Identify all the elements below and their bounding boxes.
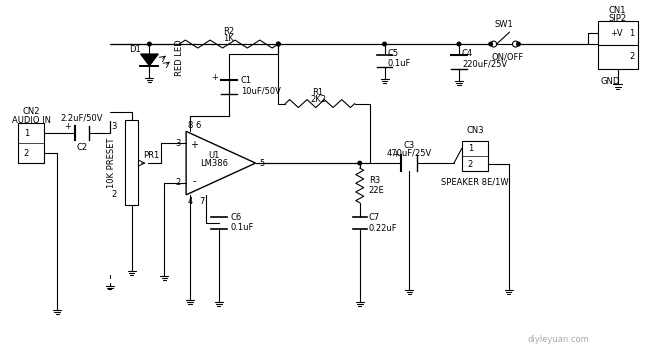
Polygon shape bbox=[140, 54, 158, 66]
Text: 0.1uF: 0.1uF bbox=[387, 59, 411, 68]
Text: D1: D1 bbox=[128, 45, 140, 53]
Circle shape bbox=[516, 42, 520, 46]
Text: 2: 2 bbox=[175, 178, 181, 187]
Bar bbox=[598, 21, 638, 69]
Text: PR1: PR1 bbox=[143, 151, 160, 160]
Text: C6: C6 bbox=[231, 213, 242, 222]
Polygon shape bbox=[186, 131, 256, 195]
Text: 8: 8 bbox=[187, 121, 193, 130]
Text: 1: 1 bbox=[468, 144, 473, 153]
Bar bbox=[125, 120, 138, 205]
Text: SPEAKER 8E/1W: SPEAKER 8E/1W bbox=[441, 178, 509, 186]
Text: 5: 5 bbox=[259, 159, 264, 167]
Circle shape bbox=[512, 41, 518, 47]
Text: 2: 2 bbox=[23, 149, 29, 158]
Text: +: + bbox=[211, 73, 218, 82]
Text: 0.22uF: 0.22uF bbox=[368, 224, 397, 233]
Circle shape bbox=[489, 42, 492, 46]
Text: CN1: CN1 bbox=[609, 6, 627, 15]
Text: R2: R2 bbox=[223, 27, 234, 36]
Text: C5: C5 bbox=[387, 49, 398, 59]
Text: 1: 1 bbox=[23, 129, 29, 138]
Text: GND: GND bbox=[600, 77, 619, 86]
Text: SW1: SW1 bbox=[494, 20, 513, 29]
Text: 2K2: 2K2 bbox=[310, 95, 326, 104]
Text: C3: C3 bbox=[404, 141, 415, 150]
Circle shape bbox=[276, 42, 280, 46]
Text: 2.2uF/50V: 2.2uF/50V bbox=[61, 114, 103, 123]
Text: +: + bbox=[65, 122, 72, 131]
Circle shape bbox=[457, 42, 461, 46]
Circle shape bbox=[276, 42, 280, 46]
Bar bbox=[462, 141, 488, 171]
Text: ON/OFF: ON/OFF bbox=[492, 52, 524, 61]
Text: -: - bbox=[192, 176, 196, 186]
Text: 3: 3 bbox=[175, 139, 181, 148]
Text: 4: 4 bbox=[188, 197, 193, 206]
Text: C7: C7 bbox=[368, 213, 380, 222]
Circle shape bbox=[383, 42, 387, 46]
Text: C4: C4 bbox=[462, 49, 473, 59]
Text: R3: R3 bbox=[368, 177, 380, 185]
Text: 10uF/50V: 10uF/50V bbox=[241, 86, 280, 95]
Text: +: + bbox=[392, 150, 399, 159]
Text: +: + bbox=[190, 140, 198, 150]
Bar bbox=[18, 124, 44, 163]
Text: 470uF/25V: 470uF/25V bbox=[387, 149, 432, 158]
Text: 2: 2 bbox=[629, 52, 634, 61]
Text: C2: C2 bbox=[76, 143, 87, 152]
Text: CN3: CN3 bbox=[466, 126, 484, 135]
Text: diyleyuan.com: diyleyuan.com bbox=[527, 335, 589, 344]
Text: 220uF/25V: 220uF/25V bbox=[462, 59, 507, 68]
Circle shape bbox=[147, 42, 151, 46]
Text: 3: 3 bbox=[111, 122, 116, 131]
Text: 2: 2 bbox=[111, 190, 116, 199]
Text: 1: 1 bbox=[629, 29, 634, 38]
Text: 10K PRESET: 10K PRESET bbox=[107, 138, 116, 188]
Circle shape bbox=[358, 161, 361, 165]
Text: AUDIO IN: AUDIO IN bbox=[12, 116, 51, 125]
Text: R1: R1 bbox=[312, 88, 323, 97]
Text: RED LED: RED LED bbox=[175, 40, 184, 76]
Text: 6: 6 bbox=[196, 121, 201, 130]
Text: LM386: LM386 bbox=[200, 159, 228, 167]
Text: CN2: CN2 bbox=[23, 107, 40, 116]
Text: SIP2: SIP2 bbox=[608, 14, 627, 23]
Text: 1K: 1K bbox=[224, 34, 234, 42]
Text: 2: 2 bbox=[468, 160, 473, 168]
Text: 0.1uF: 0.1uF bbox=[231, 223, 254, 232]
Text: 22E: 22E bbox=[368, 186, 385, 196]
Text: +V: +V bbox=[610, 29, 623, 38]
Text: U1: U1 bbox=[208, 151, 220, 160]
Circle shape bbox=[491, 41, 497, 47]
Text: C1: C1 bbox=[241, 76, 252, 85]
Text: 7: 7 bbox=[200, 197, 205, 206]
